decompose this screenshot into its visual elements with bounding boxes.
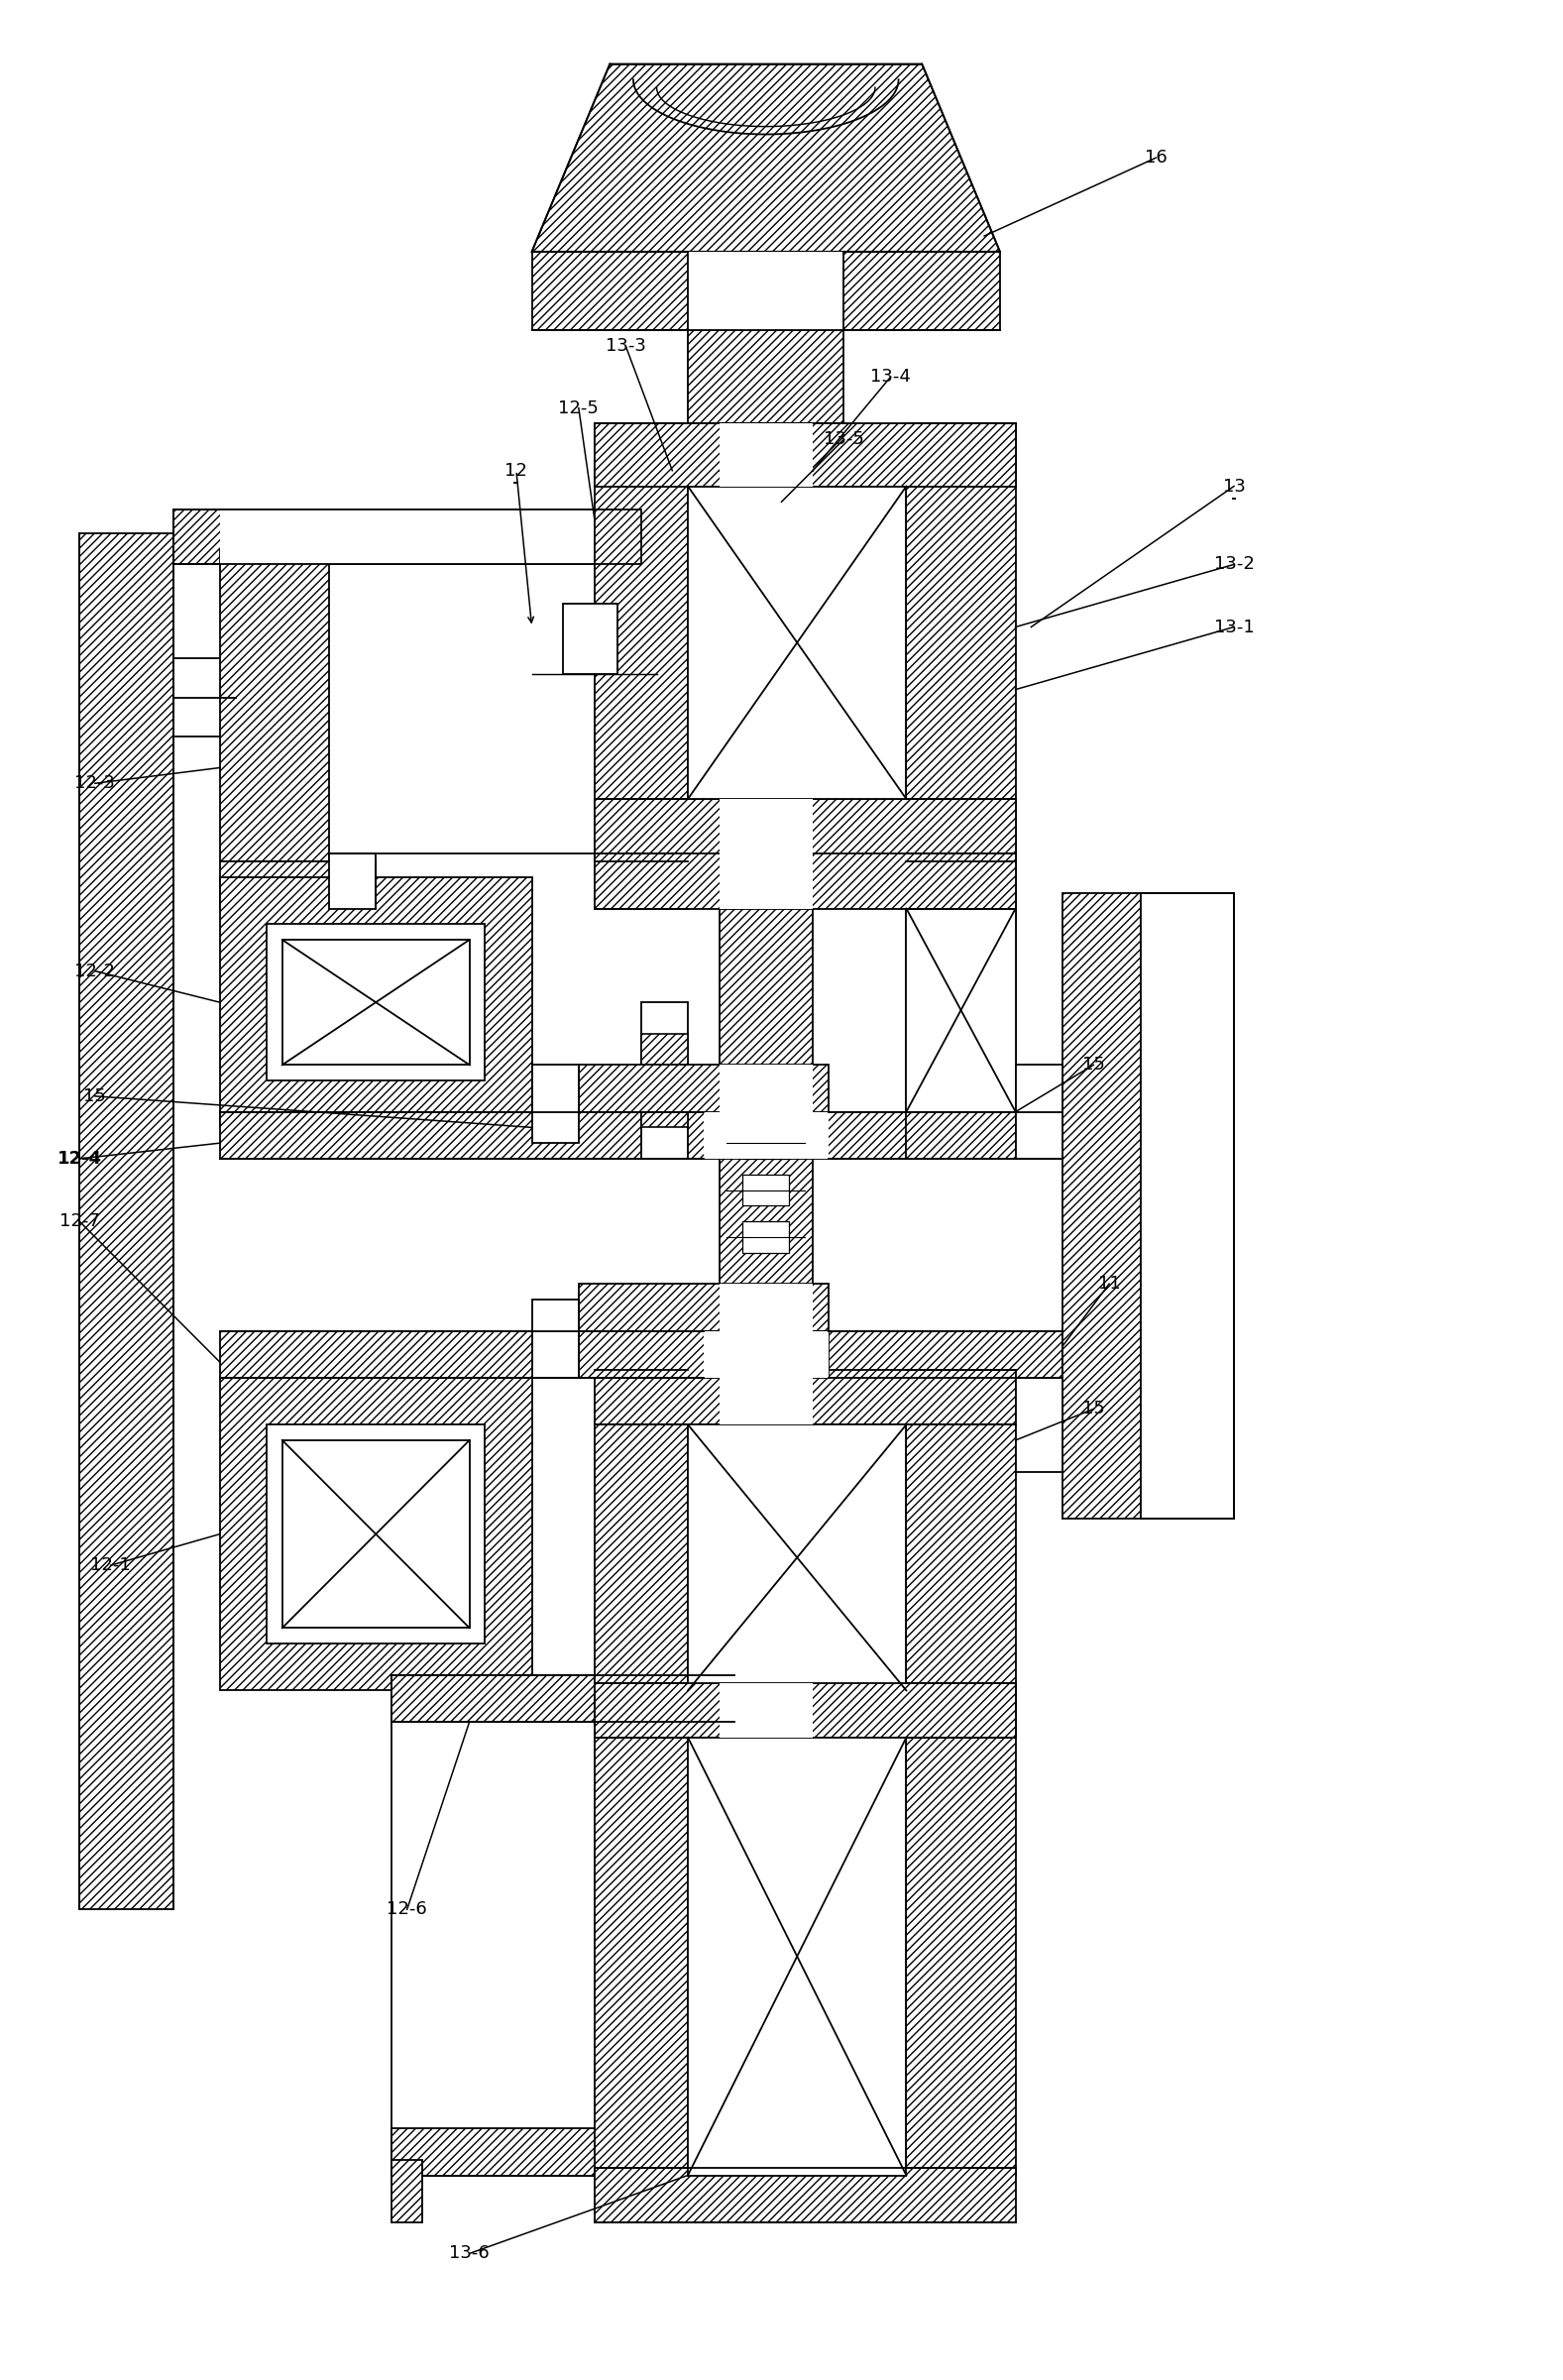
Bar [283,1440,469,1628]
Bar [688,252,844,331]
Bar [1016,1064,1063,1159]
Bar [531,1064,578,1142]
Text: 13-2: 13-2 [1214,555,1254,574]
Text: 12-1: 12-1 [91,1557,131,1573]
Text: 12-4: 12-4 [58,1150,102,1169]
Bar [594,424,1016,486]
Bar [283,940,469,1064]
Bar [907,1737,1016,2175]
Bar [563,605,617,674]
Bar [719,1283,813,1330]
Bar [703,1111,828,1159]
Polygon shape [531,64,1000,252]
Bar [703,1330,828,1378]
Text: 12-3: 12-3 [75,774,116,793]
Bar [1063,892,1141,1518]
Text: 12-6: 12-6 [388,1902,427,1918]
Bar [173,659,236,735]
Text: 13-3: 13-3 [605,336,646,355]
Bar [531,1299,578,1378]
Bar [80,533,173,1909]
Bar [719,455,813,2175]
Bar [220,878,531,1128]
Bar [391,2128,735,2175]
Bar [907,909,1016,1111]
Bar [594,1737,688,2175]
Text: 12-2: 12-2 [75,962,116,981]
Bar [742,1128,789,1159]
Text: 15: 15 [1082,1399,1105,1418]
Text: 12-5: 12-5 [558,400,599,416]
Bar [594,1683,1016,1737]
Bar [742,1173,789,1207]
Bar [220,1111,1063,1159]
Text: 11: 11 [1097,1276,1121,1292]
Bar [719,1064,813,1111]
Bar [719,1330,813,1378]
Bar [330,854,375,909]
Bar [220,550,330,862]
Bar [719,1371,813,1426]
Text: 15: 15 [1082,1057,1105,1073]
Bar [688,1426,907,1690]
Bar [267,1426,485,1645]
Bar [719,800,813,862]
Bar [719,854,813,909]
Bar [299,954,453,1050]
Bar [641,1033,688,1128]
Text: 13-4: 13-4 [871,369,911,386]
Bar [391,1676,735,1721]
Bar [688,1737,907,2175]
Text: 15: 15 [84,1088,106,1104]
Bar [594,1371,1016,1426]
Text: 13-6: 13-6 [449,2244,489,2263]
Bar [907,424,1016,862]
Bar [578,1064,828,1111]
Bar [594,854,1016,909]
Bar [578,1330,828,1378]
Bar [391,2159,422,2223]
Bar [672,2159,719,2223]
Bar [220,862,375,909]
Bar [719,424,813,516]
Text: 13-5: 13-5 [824,431,864,447]
Bar [1141,892,1233,1518]
Bar [299,1457,453,1611]
Bar [531,252,1000,331]
Bar [578,1283,828,1330]
Text: 16: 16 [1144,150,1168,167]
Bar [688,331,844,424]
Bar [220,1330,1063,1378]
Bar [688,486,907,800]
Bar [267,923,485,1081]
Bar [907,1426,1016,1690]
Bar [719,424,813,486]
Bar [641,1002,688,1159]
Bar [594,1426,688,1690]
Text: 12-7: 12-7 [59,1211,100,1230]
Bar [719,1683,813,1737]
Bar [173,509,641,564]
Bar [391,1676,735,2175]
Bar [742,1221,789,1252]
Text: 13: 13 [1222,478,1246,495]
Bar [594,2168,1016,2223]
Bar [220,509,594,564]
Text: 13-1: 13-1 [1214,619,1254,635]
Bar [594,800,1016,862]
Bar [1016,1378,1063,1471]
Bar [907,862,1016,1159]
Text: 12: 12 [505,462,528,478]
Bar [220,1378,531,1690]
Bar [594,424,688,862]
